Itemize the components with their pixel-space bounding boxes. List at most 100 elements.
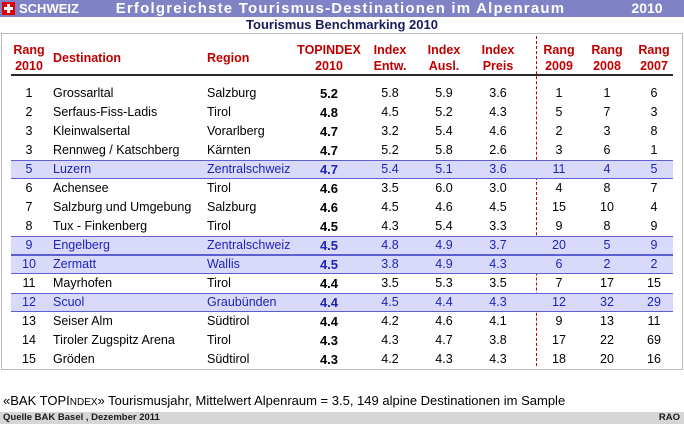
cell-preis: 3.5 — [489, 276, 507, 290]
cell-rang2008: 17 — [600, 276, 614, 290]
cell-preis: 3.7 — [489, 238, 507, 252]
column-header-line: 2007 — [640, 59, 668, 73]
cell-rang2009: 18 — [552, 352, 566, 366]
cell-rang2008: 8 — [603, 219, 611, 233]
cell-ausl: 4.9 — [435, 257, 453, 271]
table-row: 15 Gröden Südtirol 4.3 4.2 4.3 4.3 18 20 16 — [11, 350, 673, 369]
cell-rang2009: 9 — [555, 314, 563, 328]
cell-ausl: 5.4 — [435, 124, 453, 138]
column-header-region: Region — [207, 50, 299, 66]
cell-rang2009: 9 — [555, 219, 563, 233]
table-row: 13 Seiser Alm Südtirol 4.4 4.2 4.6 4.1 9 13 11 — [11, 312, 673, 331]
cell-preis: 4.5 — [489, 200, 507, 214]
cell-preis: 2.6 — [489, 143, 507, 157]
cell-rang2010: 14 — [22, 333, 36, 347]
cell-rang2008: 5 — [603, 238, 611, 252]
cell-rang2008: 4 — [603, 162, 611, 176]
column-header-line: Index — [373, 43, 407, 57]
table-row: 2 Serfaus-Fiss-Ladis Tirol 4.8 4.5 5.2 4.3 5 7 3 — [11, 103, 673, 122]
cell-preis: 4.3 — [489, 105, 507, 119]
column-header-line: Rang — [543, 43, 575, 57]
cell-region: Graubünden — [207, 295, 277, 309]
country-label: SCHWEIZ — [19, 1, 79, 16]
column-header-line: 2008 — [593, 59, 621, 73]
cell-ausl: 4.4 — [435, 295, 453, 309]
cell-region: Tirol — [207, 276, 231, 290]
source-label: Quelle BAK Basel , Dezember 2011 — [3, 412, 160, 423]
cell-ausl: 4.3 — [435, 352, 453, 366]
cell-ausl: 5.3 — [435, 276, 453, 290]
cell-topindex: 4.6 — [319, 181, 339, 196]
cell-rang2008: 6 — [603, 143, 611, 157]
cell-preis: 3.3 — [489, 219, 507, 233]
cell-rang2010: 13 — [22, 314, 36, 328]
cell-rang2010: 9 — [25, 238, 33, 252]
cell-ausl: 4.7 — [435, 333, 453, 347]
cell-rang2007: 69 — [647, 333, 661, 347]
table-row-swiss: 5 Luzern Zentralschweiz 4.7 5.4 5.1 3.6 11 4 5 — [11, 160, 673, 179]
table-row-swiss: 10 Zermatt Wallis 4.5 3.8 4.9 4.3 6 2 2 — [11, 255, 673, 274]
cell-rang2010: 15 — [22, 352, 36, 366]
cell-destination: Achensee — [53, 181, 109, 195]
cell-preis: 3.0 — [489, 181, 507, 195]
page-title: Erfolgreichste Tourismus-Destinationen i… — [115, 0, 566, 17]
cell-entw: 3.8 — [381, 257, 399, 271]
cell-entw: 4.3 — [381, 219, 399, 233]
cell-rang2007: 4 — [650, 200, 658, 214]
cell-rang2009: 20 — [552, 238, 566, 252]
cell-ausl: 6.0 — [435, 181, 453, 195]
cell-destination: Grossarltal — [53, 86, 114, 100]
column-header-topindex: TOPINDEX 2010 — [297, 42, 361, 74]
cell-entw: 4.8 — [381, 238, 399, 252]
cell-entw: 4.3 — [381, 333, 399, 347]
cell-destination: Serfaus-Fiss-Ladis — [53, 105, 158, 119]
cell-ausl: 4.6 — [435, 314, 453, 328]
cell-entw: 4.5 — [381, 200, 399, 214]
footnote-index-initial: I — [66, 393, 70, 408]
cell-rang2009: 5 — [555, 105, 563, 119]
cell-destination: Salzburg und Umgebung — [53, 200, 192, 214]
cell-topindex: 5.2 — [319, 86, 339, 101]
footnote-index-rest: NDEX — [69, 397, 98, 408]
footnote-open: «BAK TOP — [3, 393, 67, 408]
cell-rang2010: 3 — [25, 143, 33, 157]
table-row: 7 Salzburg und Umgebung Salzburg 4.6 4.5 4.6 4… — [11, 198, 673, 217]
cell-destination: Seiser Alm — [53, 314, 113, 328]
column-header-rang2008: Rang 2008 — [587, 42, 627, 74]
column-header-line: Rang — [13, 43, 45, 57]
cell-topindex: 4.4 — [319, 276, 339, 291]
cell-entw: 4.2 — [381, 352, 399, 366]
table-row: 6 Achensee Tirol 4.6 3.5 6.0 3.0 4 8 7 — [11, 179, 673, 198]
cell-destination: Kleinwalsertal — [53, 124, 131, 138]
cell-entw: 4.5 — [381, 295, 399, 309]
cell-rang2007: 7 — [650, 181, 658, 195]
cell-rang2008: 22 — [600, 333, 614, 347]
footnote-text: » Tourismusjahr, Mittelwert Alpenraum = … — [97, 393, 566, 408]
cell-rang2008: 7 — [603, 105, 611, 119]
cell-entw: 3.5 — [381, 181, 399, 195]
column-header-rang2010: Rang 2010 — [11, 42, 47, 74]
cell-destination: Tiroler Zugspitz Arena — [53, 333, 175, 347]
cell-ausl: 5.8 — [435, 143, 453, 157]
cell-rang2010: 3 — [25, 124, 33, 138]
source-bar: Quelle BAK Basel , Dezember 2011 RAO — [0, 412, 684, 424]
cell-rang2008: 1 — [603, 86, 611, 100]
cell-preis: 4.3 — [489, 257, 507, 271]
cell-rang2010: 8 — [25, 219, 33, 233]
column-header-line: Rang — [591, 43, 623, 57]
cell-region: Tirol — [207, 333, 231, 347]
cell-region: Südtirol — [207, 314, 250, 328]
column-header-line: Index — [427, 43, 461, 57]
cell-rang2009: 12 — [552, 295, 566, 309]
cell-rang2010: 2 — [25, 105, 33, 119]
cell-ausl: 5.4 — [435, 219, 453, 233]
table-row-swiss: 12 Scuol Graubünden 4.4 4.5 4.4 4.3 12 32 29 — [11, 293, 673, 312]
cell-preis: 4.3 — [489, 295, 507, 309]
cell-region: Südtirol — [207, 352, 250, 366]
rao-logo: RAO — [658, 412, 680, 423]
cell-region: Zentralschweiz — [207, 238, 291, 252]
column-header-line: Region — [207, 51, 250, 65]
column-header-line: Rang — [638, 43, 670, 57]
cell-rang2009: 2 — [555, 124, 563, 138]
cell-rang2007: 8 — [650, 124, 658, 138]
